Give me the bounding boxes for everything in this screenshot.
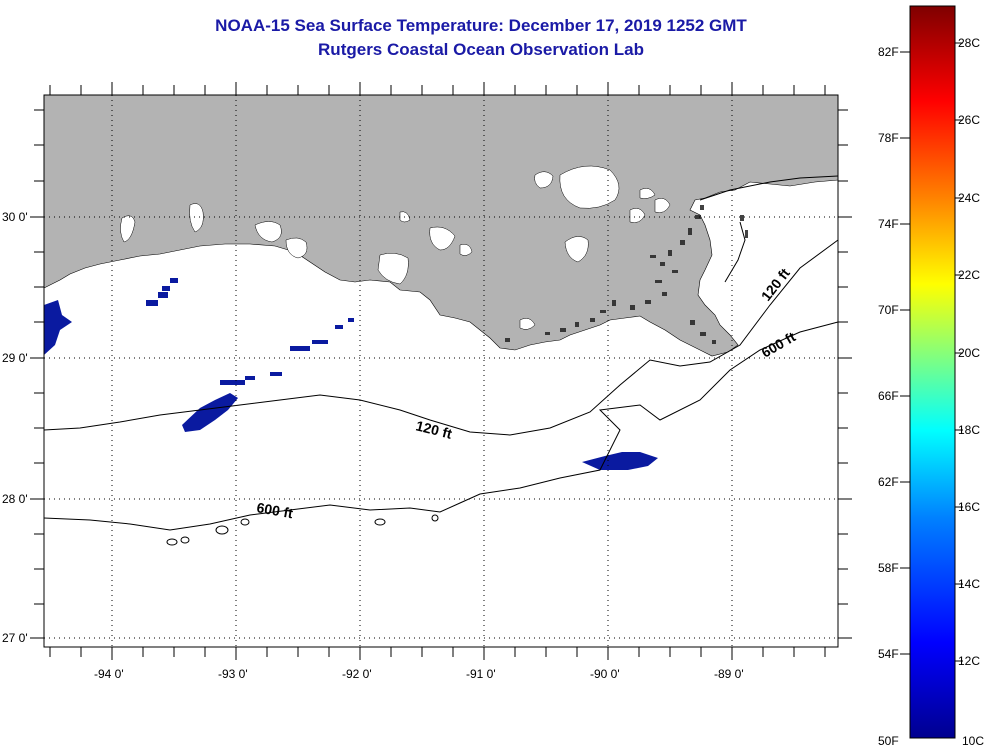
tick-marks [30,82,852,660]
cb-f-74: 74F [878,217,899,231]
latitude-labels: 30 0' 29 0' 28 0' 27 0' [2,210,28,645]
colorbar [909,5,956,739]
plot-frame [43,94,839,648]
lat-label-27: 27 0' [2,631,28,645]
cb-c-16: 16C [958,500,980,514]
lon-label-92: -92 0' [342,667,372,681]
cb-f-82: 82F [878,45,899,59]
cb-c-20: 20C [958,346,980,360]
cb-f-58: 58F [878,561,899,575]
cb-f-50: 50F [878,734,899,748]
sst-cold-patches [44,278,658,470]
cb-c-10: 10C [962,734,984,748]
lon-label-91: -91 0' [466,667,496,681]
colorbar-ticks [900,42,963,662]
cb-c-18: 18C [958,423,980,437]
cb-c-22: 22C [958,268,980,282]
longitude-labels: -94 0' -93 0' -92 0' -91 0' -90 0' -89 0… [94,667,744,681]
lat-label-28: 28 0' [2,492,28,506]
land-mass [43,94,839,357]
colorbar-celsius-labels: 28C 26C 24C 22C 20C 18C 16C 14C 12C 10C [958,36,984,748]
contour-600ft [43,321,839,531]
delta-marsh [505,205,748,344]
lon-label-93: -93 0' [218,667,248,681]
cb-f-62: 62F [878,475,899,489]
contour-120ft [43,239,839,436]
bathymetry-contours [43,175,839,546]
map-subtitle: Rutgers Coastal Ocean Observation Lab [318,40,644,59]
inland-lakes [120,165,671,330]
lat-label-29: 29 0' [2,351,28,365]
map-title: NOAA-15 Sea Surface Temperature: Decembe… [215,16,747,35]
cb-c-26: 26C [958,113,980,127]
cb-c-24: 24C [958,191,980,205]
lon-label-90: -90 0' [590,667,620,681]
cb-f-78: 78F [878,131,899,145]
cb-f-70: 70F [878,303,899,317]
cb-f-66: 66F [878,389,899,403]
colorbar-fahrenheit-labels: 82F 78F 74F 70F 66F 62F 58F 54F 50F [878,45,899,748]
cb-f-54: 54F [878,647,899,661]
contour-label-600-west: 600 ft [255,499,294,521]
lon-label-89: -89 0' [714,667,744,681]
lon-label-94: -94 0' [94,667,124,681]
graticule [44,95,838,647]
lat-label-30: 30 0' [2,210,28,224]
cb-c-28: 28C [958,36,980,50]
cb-c-12: 12C [958,654,980,668]
cb-c-14: 14C [958,577,980,591]
